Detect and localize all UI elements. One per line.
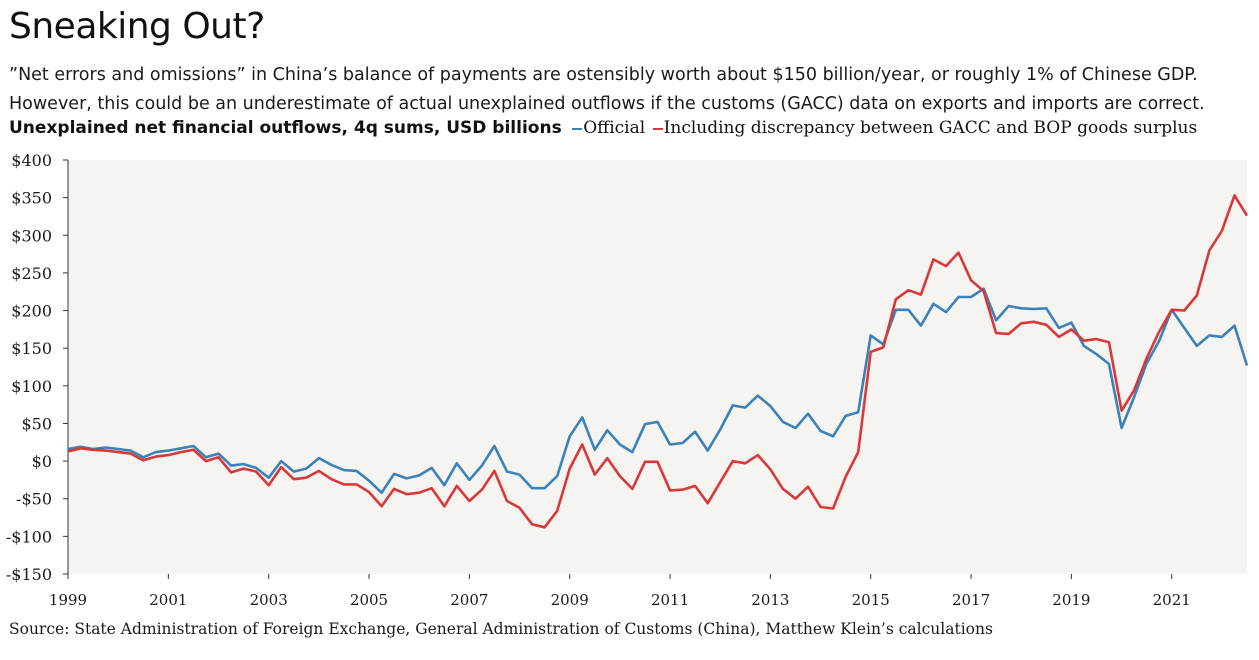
legend-label-including-discrepancy: Including discrepancy between GACC and B… <box>663 118 1198 138</box>
y-tick-label: -$150 <box>6 565 52 584</box>
x-tick-label: 1999 <box>49 591 87 609</box>
series-line-including-discrepancy <box>67 194 1249 529</box>
x-tick-label: 2007 <box>450 591 488 609</box>
y-tick-label: $0 <box>32 452 52 471</box>
subtitle-line-1: ”Net errors and omissions” in China’s ba… <box>9 65 1198 85</box>
y-tick-label: $200 <box>11 302 52 321</box>
x-tick-label: 2009 <box>551 591 589 609</box>
x-tick-label: 2015 <box>852 591 890 609</box>
plot-area <box>68 160 1247 574</box>
y-tick-label: -$100 <box>6 527 52 546</box>
x-tick-label: 2001 <box>149 591 187 609</box>
legend-label-official: Official <box>583 118 646 138</box>
line-chart: $400 $350 $300 $250 $200 $150 $100 $50 $0 -$50 -$1… <box>6 151 1249 609</box>
x-tick-label: 2021 <box>1153 591 1191 609</box>
y-tick-label: $100 <box>11 377 52 396</box>
y-tick-label: $50 <box>21 414 52 433</box>
y-axis: $400 $350 $300 $250 $200 $150 $100 $50 $0 -$50 -$1… <box>6 151 69 584</box>
subtitle: ”Net errors and omissions” in China’s ba… <box>9 61 1254 119</box>
legend-swatch-including-discrepancy <box>652 127 663 130</box>
x-tick-label: 2005 <box>350 591 388 609</box>
x-axis: 1999 2001 2003 2005 2007 2009 2011 2013 2015 2017… <box>49 574 1191 609</box>
y-tick-label: -$50 <box>16 490 52 509</box>
y-tick-label: $150 <box>11 339 52 358</box>
x-tick-label: 2011 <box>651 591 689 609</box>
y-tick-label: $400 <box>11 151 52 170</box>
source-note: Source: State Administration of Foreign … <box>9 620 993 638</box>
x-tick-label: 2003 <box>250 591 288 609</box>
series-lines <box>67 194 1249 529</box>
x-tick-label: 2019 <box>1052 591 1090 609</box>
chart-header: Unexplained net financial outflows, 4q s… <box>9 117 1197 138</box>
x-tick-label: 2017 <box>952 591 990 609</box>
subtitle-line-2: However, this could be an underestimate … <box>9 94 1205 114</box>
series-line-official <box>67 287 1249 495</box>
y-tick-label: $350 <box>11 189 52 208</box>
y-tick-label: $300 <box>11 226 52 245</box>
legend-swatch-official <box>572 127 583 130</box>
chart-title: Unexplained net financial outflows, 4q s… <box>9 118 562 138</box>
page-title: Sneaking Out? <box>9 6 265 47</box>
x-tick-label: 2013 <box>751 591 789 609</box>
y-tick-label: $250 <box>11 264 52 283</box>
